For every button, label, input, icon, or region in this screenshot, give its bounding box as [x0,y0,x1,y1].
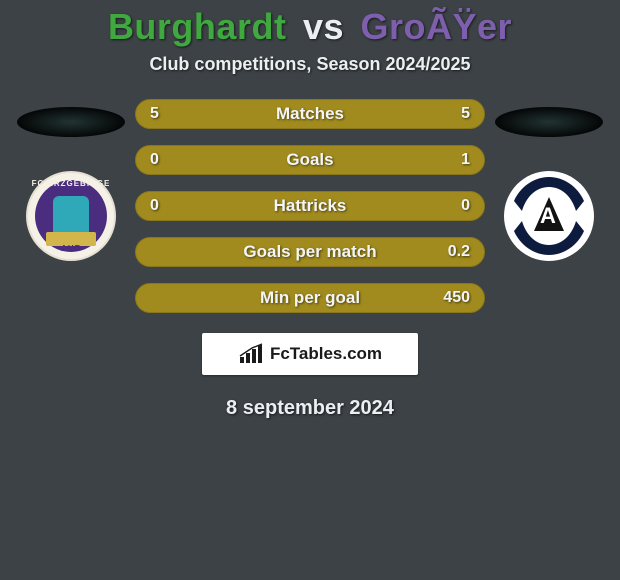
page-title: Burghardt vs GroÃŸer [108,6,512,48]
stat-value-right: 0.2 [448,243,470,261]
stat-row: Goals per match 0.2 [135,237,485,267]
title-player1: Burghardt [108,6,287,47]
club-badge-right-svg: A [504,171,594,261]
stat-row: 0 Hattricks 0 [135,191,485,221]
club-badge-left: FC ERZGEBIRGE AUE [26,171,116,261]
club-badge-left-inner [35,180,107,252]
player2-silhouette [495,107,603,137]
stat-value-right: 0 [461,197,470,215]
brand-text: FcTables.com [270,344,382,364]
title-vs: vs [303,6,344,47]
stat-value-left: 0 [150,197,159,215]
stat-value-right: 450 [443,289,470,307]
comparison-body: FC ERZGEBIRGE AUE 5 Matches 5 0 Goals 1 … [0,99,620,313]
stat-row: 0 Goals 1 [135,145,485,175]
stat-label: Goals [286,150,333,170]
stat-label: Min per goal [260,288,360,308]
stat-bars: 5 Matches 5 0 Goals 1 0 Hattricks 0 Goal… [135,99,485,313]
left-column: FC ERZGEBIRGE AUE [11,99,131,261]
comparison-card: Burghardt vs GroÃŸer Club competitions, … [0,0,620,580]
stat-label: Goals per match [243,242,376,262]
stat-label: Hattricks [274,196,347,216]
stat-row: Min per goal 450 [135,283,485,313]
date-label: 8 september 2024 [226,397,394,420]
stat-row: 5 Matches 5 [135,99,485,129]
club-right-letter: A [540,203,556,228]
brand-box: FcTables.com [202,333,418,375]
club-badge-right: A [504,171,594,261]
stat-label: Matches [276,104,344,124]
subtitle: Club competitions, Season 2024/2025 [149,54,470,75]
player1-silhouette [17,107,125,137]
bar-chart-icon [238,343,264,365]
right-column: A [489,99,609,261]
stat-value-right: 1 [461,151,470,169]
stat-value-right: 5 [461,105,470,123]
club-left-label-top: FC ERZGEBIRGE [28,179,114,188]
club-left-label-bottom: AUE [28,244,114,253]
stat-value-left: 0 [150,151,159,169]
title-player2: GroÃŸer [361,6,513,47]
stat-value-left: 5 [150,105,159,123]
